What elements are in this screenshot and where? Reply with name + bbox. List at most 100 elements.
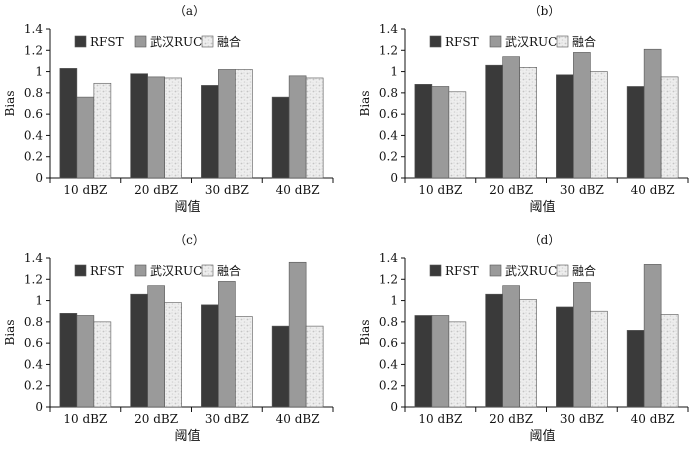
bar-融合-20dBZ [519,67,537,179]
legend-swatch [134,264,147,277]
x-tick-label: 30 dBZ [560,183,604,197]
y-tick-label: 0.4 [24,357,43,371]
legend: RFST 武汉RUC 融合 [429,263,596,278]
chart-panel-c: （c） 0 0.2 0.4 0.6 0.8 1 1.2 1.4 Bias 10 dBZ 20 dBZ 3… [3,233,334,444]
bar-武汉RUC-20dBZ [502,285,520,408]
x-tick-label: 10 dBZ [63,183,107,197]
bar-融合-30dBZ [590,71,608,179]
bar-武汉RUC-40dBZ [643,48,662,179]
legend-label: 武汉RUC [505,35,557,49]
y-tick-label: 0.8 [24,86,43,100]
x-tick-label: 20 dBZ [134,183,178,197]
bar-武汉RUC-30dBZ [218,281,236,408]
y-tick-label: 0.4 [24,128,43,142]
y-tick-label: 1.2 [24,272,43,286]
x-tick-label: 40 dBZ [631,412,675,426]
legend-swatch [429,35,442,48]
panel-title: （d） [529,233,561,247]
bar-融合-10dBZ [448,91,467,179]
bar-融合-30dBZ [590,310,608,408]
bar-武汉RUC-30dBZ [573,52,591,179]
x-tick-label: 10 dBZ [418,183,462,197]
chart-panel-a: （a） 0 0.2 0.4 0.6 0.8 1 1.2 1.4 Bias 10 dBZ 20 dBZ 3… [3,4,334,215]
bar-RFST-40dBZ [271,96,290,179]
legend-swatch [429,264,442,277]
panel-title: （a） [174,4,205,18]
y-tick-label: 0.6 [379,107,398,121]
x-tick-label: 10 dBZ [63,412,107,426]
bar-融合-20dBZ [164,77,182,179]
bar-RFST-10dBZ [59,68,78,179]
bar-融合-20dBZ [164,302,182,408]
legend: RFST 武汉RUC 融合 [74,34,241,49]
y-tick-label: 1.2 [24,43,43,57]
y-tick-label: 1.4 [379,251,398,265]
legend-label: RFST [90,35,124,49]
bar-RFST-40dBZ [271,325,290,408]
x-tick-label: 40 dBZ [276,183,320,197]
y-tick-label: 1.2 [379,43,398,57]
bar-武汉RUC-30dBZ [218,69,236,179]
x-tick-label: 20 dBZ [489,183,533,197]
y-tick-label: 1.4 [24,251,43,265]
bar-武汉RUC-10dBZ [431,86,450,179]
chart-panels: （a） 0 0.2 0.4 0.6 0.8 1 1.2 1.4 Bias 10 dBZ 20 dBZ 3… [3,4,689,444]
bar-武汉RUC-10dBZ [431,315,450,408]
bar-RFST-20dBZ [130,73,148,179]
chart-panel-b: （b） 0 0.2 0.4 0.6 0.8 1 1.2 1.4 Bias 10 dBZ 20 dBZ 3… [358,4,689,215]
x-tick-label: 30 dBZ [205,412,249,426]
bar-融合-30dBZ [235,316,253,408]
bar-RFST-30dBZ [201,304,219,408]
bar-武汉RUC-40dBZ [288,261,307,408]
legend-swatch [74,264,87,277]
y-tick-label: 0.2 [379,379,398,393]
x-axis-label: 阈值 [529,199,555,215]
bar-武汉RUC-30dBZ [573,282,591,408]
y-axis-label: Bias [358,91,372,117]
legend-label: RFST [445,264,479,278]
bar-RFST-30dBZ [556,74,574,179]
legend-swatch [556,264,569,277]
bar-RFST-10dBZ [59,313,78,408]
y-axis-label: Bias [358,320,372,346]
y-tick-label: 1 [390,65,398,79]
legend-label: 融合 [217,263,241,278]
legend-swatch [556,35,569,48]
y-axis-label: Bias [3,91,17,117]
bar-武汉RUC-10dBZ [76,315,95,408]
bar-武汉RUC-20dBZ [147,76,165,179]
y-tick-label: 0 [35,400,43,414]
legend-swatch [74,35,87,48]
bar-融合-30dBZ [235,69,253,179]
bar-武汉RUC-20dBZ [502,56,520,179]
x-axis-label: 阈值 [174,428,200,444]
bar-RFST-20dBZ [485,64,503,179]
x-tick-label: 30 dBZ [205,183,249,197]
x-tick-label: 20 dBZ [134,412,178,426]
y-tick-label: 0.6 [24,107,43,121]
chart-panel-d: （d） 0 0.2 0.4 0.6 0.8 1 1.2 1.4 Bias 10 dBZ 20 dBZ 3… [358,233,689,444]
bar-RFST-20dBZ [485,293,503,408]
bar-RFST-10dBZ [414,84,433,179]
y-tick-label: 0.2 [24,379,43,393]
y-tick-label: 1 [35,65,43,79]
x-tick-label: 40 dBZ [631,183,675,197]
y-tick-label: 0.8 [24,315,43,329]
y-tick-label: 0 [390,400,398,414]
bar-RFST-30dBZ [201,85,219,179]
legend-swatch [134,35,147,48]
y-tick-label: 0.8 [379,86,398,100]
x-tick-label: 40 dBZ [276,412,320,426]
bar-融合-40dBZ [660,314,679,408]
y-tick-label: 0 [390,171,398,185]
y-tick-label: 0 [35,171,43,185]
y-axis-label: Bias [3,320,17,346]
x-axis-label: 阈值 [174,199,200,215]
legend-swatch [201,264,214,277]
x-tick-label: 20 dBZ [489,412,533,426]
legend-label: 武汉RUC [505,264,557,278]
bar-RFST-40dBZ [626,86,645,179]
y-tick-label: 1.4 [24,22,43,36]
bar-武汉RUC-40dBZ [288,75,307,179]
